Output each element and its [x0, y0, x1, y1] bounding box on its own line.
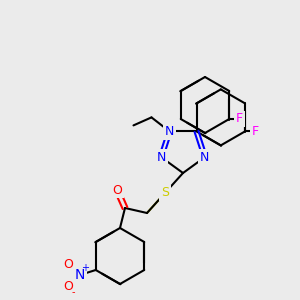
Text: O: O: [63, 259, 73, 272]
Text: N: N: [200, 151, 210, 164]
Text: -: -: [72, 287, 76, 297]
Text: N: N: [165, 125, 174, 138]
Text: F: F: [236, 112, 243, 125]
Text: +: +: [81, 263, 89, 273]
Text: N: N: [156, 151, 166, 164]
Text: N: N: [75, 268, 85, 282]
Text: S: S: [161, 187, 169, 200]
Text: F: F: [251, 125, 259, 138]
Text: O: O: [63, 280, 73, 293]
Text: O: O: [112, 184, 122, 196]
